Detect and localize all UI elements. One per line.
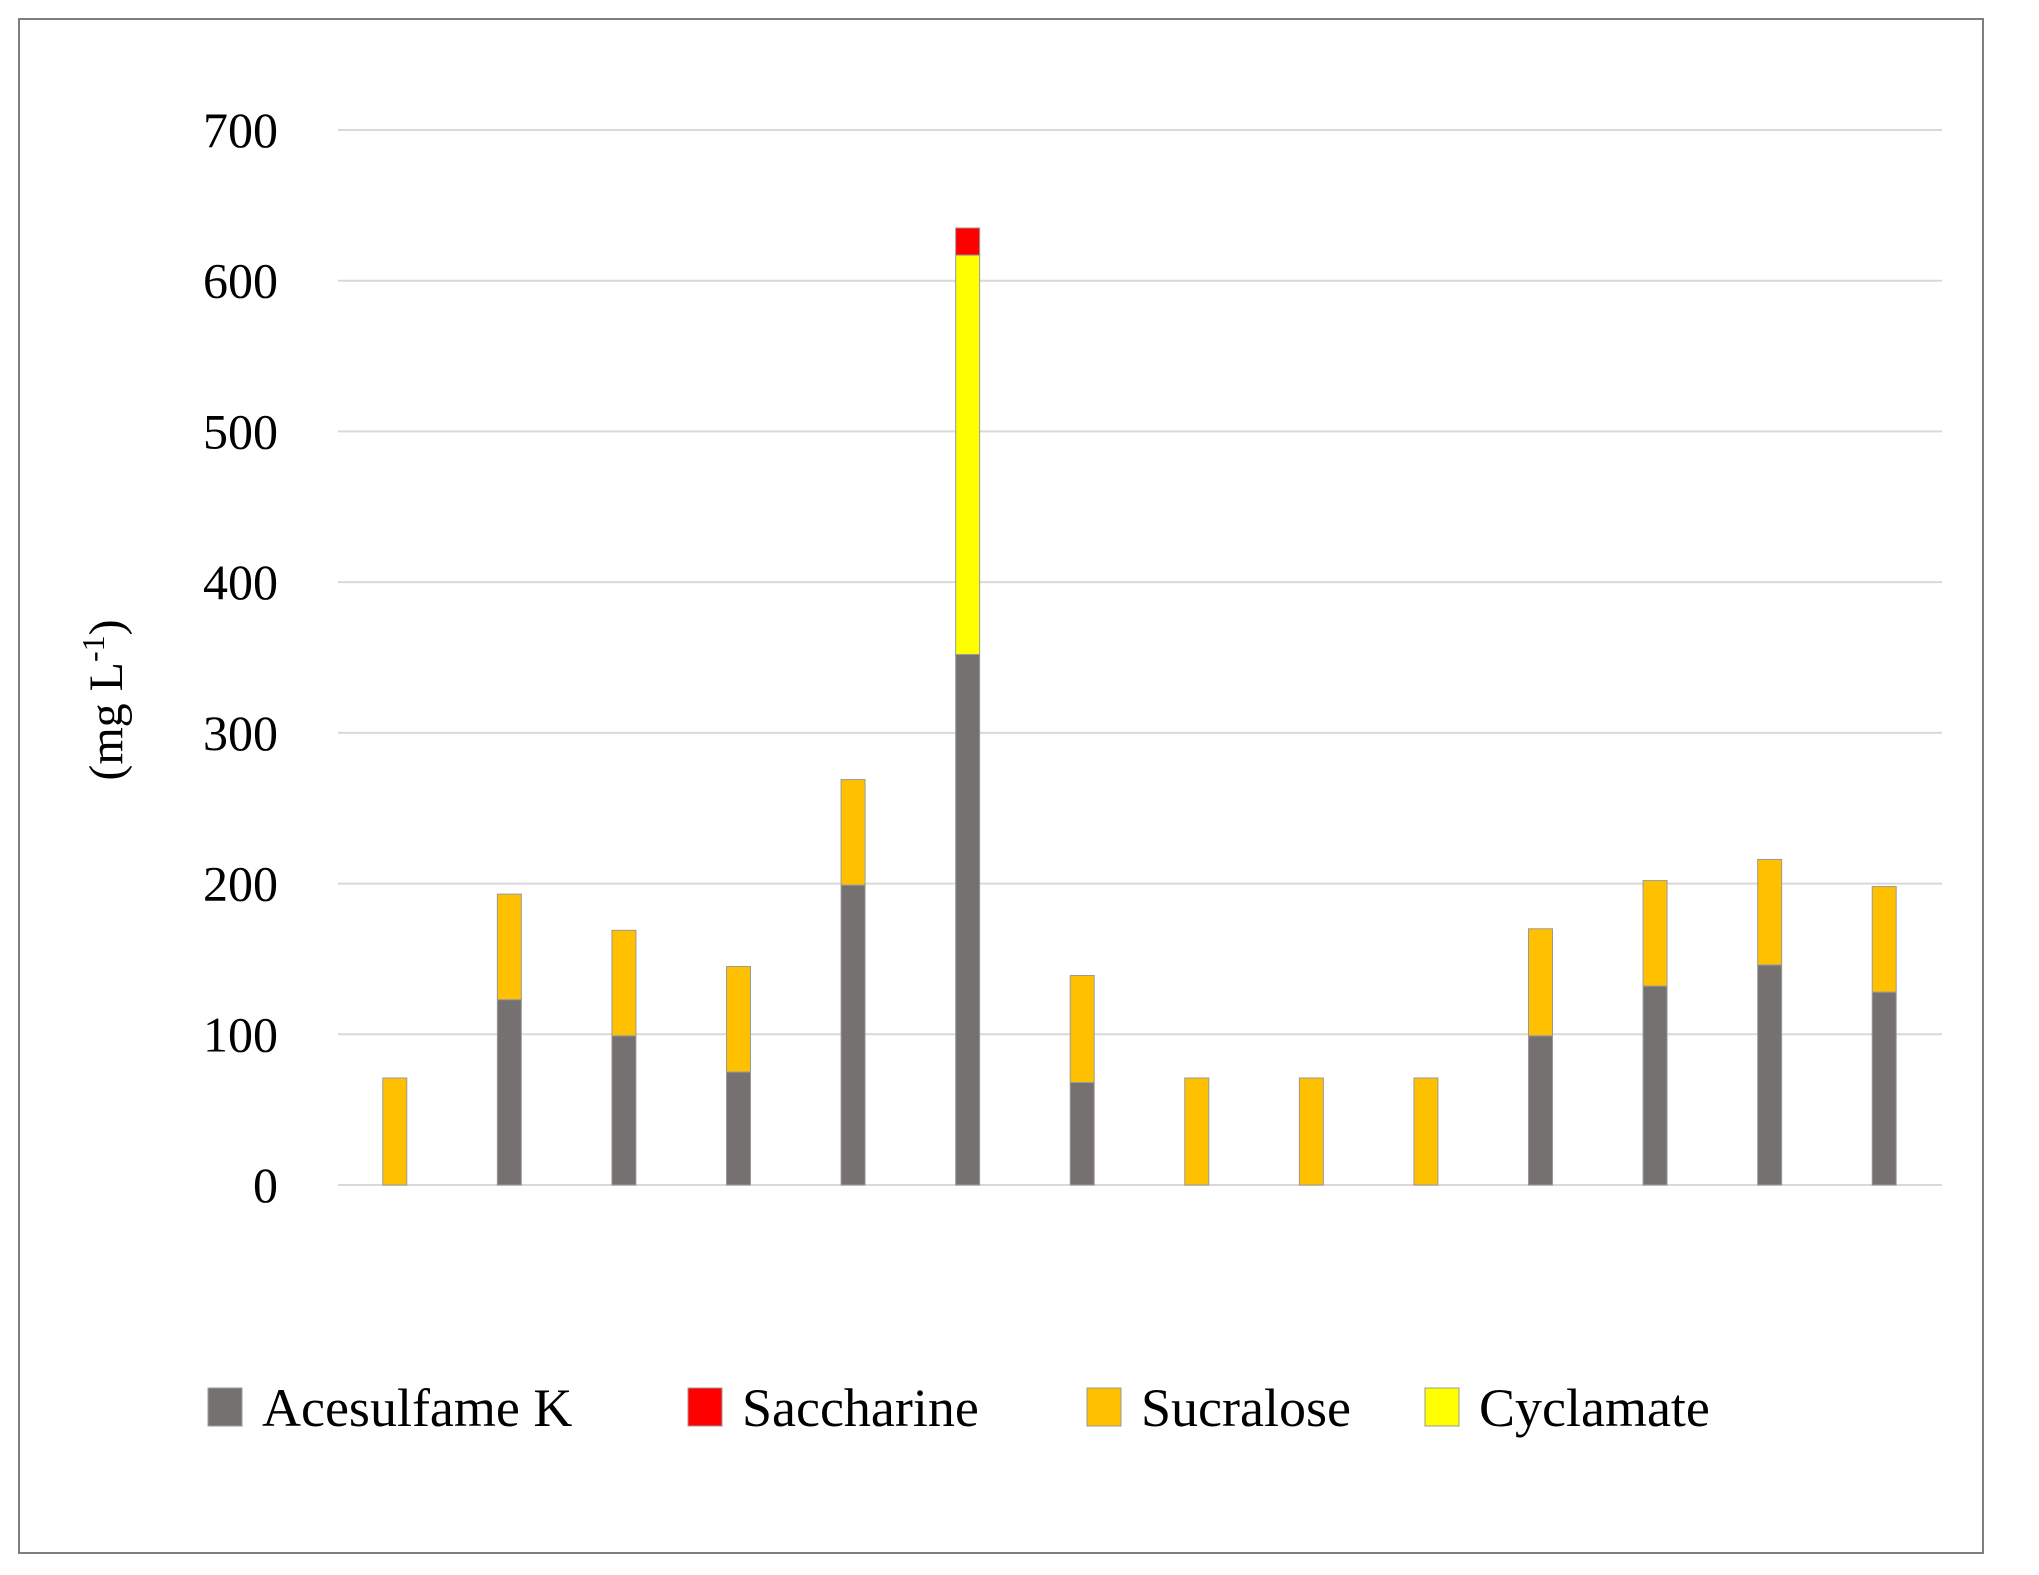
legend-label-sucralose: Sucralose <box>1141 1378 1351 1438</box>
bar-acesulfame-k-13 <box>1757 964 1783 1186</box>
legend-swatch-sucralose <box>1086 1387 1122 1427</box>
y-tick-label-100: 100 <box>203 1006 278 1062</box>
y-tick-label-700: 700 <box>203 102 278 158</box>
bar-saccharine-6 <box>955 227 981 256</box>
y-tick-label-200: 200 <box>203 856 278 912</box>
bar-acesulfame-k-11 <box>1528 1035 1553 1186</box>
y-tick-label-0: 0 <box>253 1157 278 1213</box>
bar-acesulfame-k-2 <box>496 999 522 1186</box>
bar-cyclamate-6 <box>955 254 981 655</box>
bar-sucralose-12 <box>1642 880 1668 987</box>
y-axis-title: (mg L-1) <box>75 619 133 780</box>
legend-swatch-saccharine <box>687 1387 723 1427</box>
bar-acesulfame-k-14 <box>1871 991 1897 1186</box>
legend-label-cyclamate: Cyclamate <box>1479 1378 1710 1438</box>
bars <box>382 227 1897 1186</box>
y-axis-title-superscript: -1 <box>75 635 111 662</box>
chart-frame <box>18 18 1984 1554</box>
bar-sucralose-5 <box>840 779 866 886</box>
bar-sucralose-14 <box>1871 886 1897 993</box>
bar-acesulfame-k-7 <box>1069 1082 1095 1186</box>
bar-sucralose-3 <box>611 929 637 1037</box>
bar-sucralose-11 <box>1528 928 1553 1037</box>
y-axis-ticks: 0 100 200 300 400 500 600 700 <box>203 102 278 1213</box>
grid-lines <box>338 129 1942 1186</box>
y-tick-label-300: 300 <box>203 705 278 761</box>
bar-sucralose-13 <box>1757 858 1783 966</box>
bar-sucralose-10 <box>1413 1077 1439 1186</box>
bar-sucralose-1 <box>382 1077 408 1186</box>
y-tick-label-400: 400 <box>203 554 278 610</box>
legend-label-acesulfame-k: Acesulfame K <box>262 1378 572 1438</box>
y-tick-label-500: 500 <box>203 403 278 459</box>
bar-acesulfame-k-4 <box>726 1071 751 1186</box>
bar-sucralose-7 <box>1069 975 1095 1084</box>
bar-sucralose-8 <box>1184 1077 1210 1186</box>
y-axis-title-main: (mg L <box>80 662 133 781</box>
bar-sucralose-9 <box>1298 1077 1324 1186</box>
y-axis-title-close: ) <box>80 619 133 635</box>
y-tick-label-600: 600 <box>203 253 278 309</box>
bar-acesulfame-k-12 <box>1642 985 1668 1186</box>
bar-sucralose-4 <box>726 965 751 1073</box>
legend-label-saccharine: Saccharine <box>742 1378 979 1438</box>
bar-acesulfame-k-6 <box>955 653 981 1186</box>
legend: Acesulfame K Saccharine Sucralose Cyclamate <box>207 1378 1710 1438</box>
bar-acesulfame-k-5 <box>840 884 866 1186</box>
legend-swatch-acesulfame-k <box>207 1387 243 1427</box>
bar-sucralose-2 <box>496 893 522 1001</box>
bar-acesulfame-k-3 <box>611 1035 637 1186</box>
legend-swatch-cyclamate <box>1424 1387 1460 1427</box>
